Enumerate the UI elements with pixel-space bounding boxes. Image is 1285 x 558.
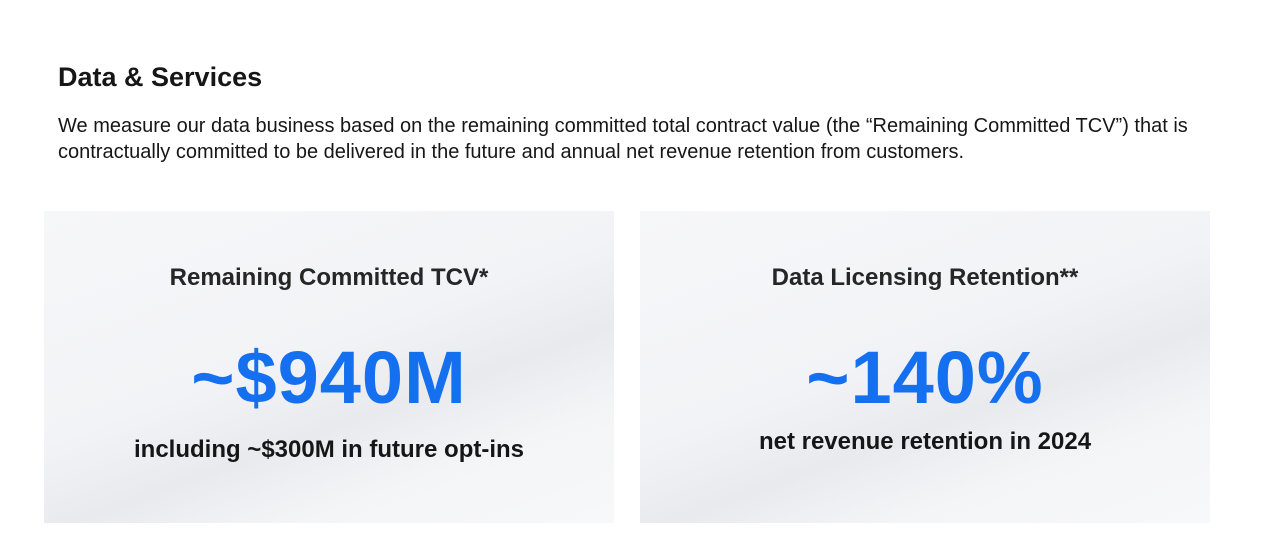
- metric-card-value: ~$940M: [191, 336, 467, 419]
- metric-card-caption: including ~$300M in future opt-ins: [133, 436, 525, 463]
- metric-card-tcv: Remaining Committed TCV* ~$940M includin…: [44, 211, 614, 523]
- metric-card-retention: Data Licensing Retention** ~140% net rev…: [640, 211, 1210, 523]
- metric-card-title: Remaining Committed TCV*: [169, 264, 489, 291]
- section-title: Data & Services: [58, 62, 263, 92]
- metric-card-caption: net revenue retention in 2024: [758, 428, 1092, 455]
- metric-card-title: Data Licensing Retention**: [771, 264, 1079, 291]
- section-description: We measure our data business based on th…: [58, 115, 1188, 163]
- metric-card-value: ~140%: [806, 336, 1044, 419]
